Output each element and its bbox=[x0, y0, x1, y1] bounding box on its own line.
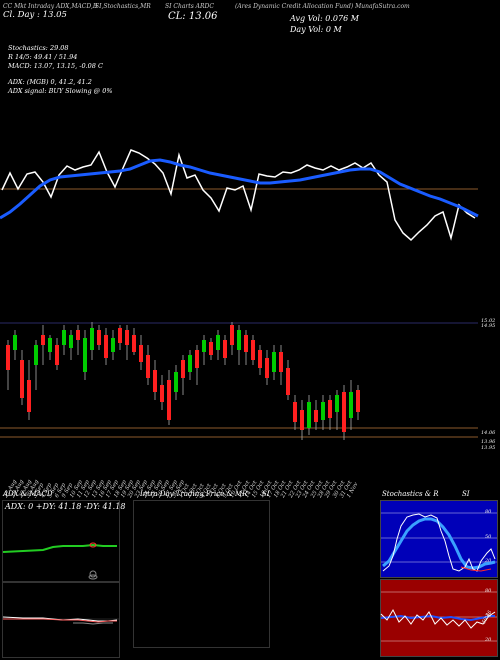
candlestick bbox=[251, 335, 255, 365]
adx-values: ADX: 0 +DY: 41.18 -DY: 41.18 bbox=[5, 502, 126, 511]
intraday-panel bbox=[133, 500, 270, 648]
close-change: Cl. Day : 13.05 bbox=[3, 10, 67, 20]
candlestick bbox=[188, 350, 192, 380]
candlestick bbox=[349, 380, 353, 430]
rsi-tick-50: 50 bbox=[485, 613, 492, 619]
intraday-panel-si: SI bbox=[262, 490, 270, 498]
candlestick bbox=[195, 345, 199, 385]
close-value: CL: 13.06 bbox=[168, 11, 218, 22]
candlestick bbox=[97, 325, 101, 350]
candlestick bbox=[230, 322, 234, 355]
price-label-top: 15.02 bbox=[481, 318, 496, 324]
adx-panel: ADX: 0 +DY: 41.18 -DY: 41.18 bbox=[2, 500, 125, 582]
candlestick bbox=[139, 335, 143, 370]
candlestick bbox=[244, 330, 248, 365]
candlestick bbox=[279, 345, 283, 385]
candlestick bbox=[223, 335, 227, 365]
candlestick bbox=[209, 338, 213, 360]
candlestick bbox=[342, 385, 346, 440]
stoch-panel-title: Stochastics & R bbox=[382, 490, 439, 498]
candlestick bbox=[111, 330, 115, 360]
candlestick bbox=[146, 345, 150, 385]
candlestick bbox=[55, 338, 59, 370]
candlestick bbox=[174, 365, 178, 400]
candlestick bbox=[62, 325, 66, 355]
candlestick bbox=[272, 345, 276, 380]
candlestick bbox=[125, 325, 129, 360]
candlestick bbox=[216, 330, 220, 360]
r-readout: R 14/5: 49.41 / 51.94 bbox=[8, 53, 78, 61]
intraday-panel-title: Intra Day Trading Price & MR bbox=[140, 490, 248, 498]
price-label-low-3: 13.95 bbox=[481, 445, 496, 451]
adx-lines bbox=[2, 542, 117, 580]
candlestick bbox=[314, 400, 318, 430]
stoch-panel-si: SI bbox=[462, 490, 470, 498]
adx-signal-readout: ADX signal: BUY Slowing @ 0% bbox=[8, 87, 113, 95]
candlestick bbox=[328, 395, 332, 430]
candlestick bbox=[48, 335, 52, 360]
price-ma-chart bbox=[0, 149, 479, 242]
macd-panel bbox=[2, 582, 120, 658]
candlestick bbox=[13, 330, 17, 360]
candlestick bbox=[118, 325, 122, 350]
candlestick bbox=[293, 395, 297, 430]
rsi-panel: 80 50 20 50.46 bbox=[380, 579, 498, 657]
candlestick bbox=[181, 355, 185, 395]
price-line bbox=[1, 149, 476, 242]
price-label-low-2: 13.96 bbox=[481, 439, 496, 445]
candlestick bbox=[356, 385, 360, 420]
price-label-top-2: 14.95 bbox=[481, 323, 496, 329]
avg-volume: Avg Vol: 0.076 M bbox=[290, 14, 359, 23]
candlestick bbox=[27, 360, 31, 420]
day-volume: Day Vol: 0 M bbox=[290, 25, 342, 34]
header-title-left: CC Mkt Intraday ADX,MACD,B bbox=[3, 3, 98, 10]
candlestick bbox=[237, 325, 241, 365]
candlestick bbox=[300, 400, 304, 440]
candlestick bbox=[104, 328, 108, 365]
candlestick bbox=[335, 390, 339, 430]
candlestick-chart bbox=[0, 322, 478, 440]
candlestick bbox=[321, 395, 325, 430]
candlestick bbox=[160, 375, 164, 410]
candlestick bbox=[132, 328, 136, 355]
adx-panel-title: ADX & MACD bbox=[3, 490, 53, 498]
header-title-right: (Ares Dynamic Credit Allocation Fund) Mu… bbox=[235, 3, 410, 10]
candlestick bbox=[307, 395, 311, 435]
price-label-low: 14.06 bbox=[481, 430, 496, 436]
candlestick bbox=[90, 322, 94, 360]
macd-lines bbox=[2, 616, 119, 625]
candlestick bbox=[41, 325, 45, 365]
stoch-tick-20: 20 bbox=[485, 558, 492, 564]
candlestick bbox=[167, 370, 171, 425]
candlestick bbox=[83, 330, 87, 380]
adx-readout: ADX: (MGB) 0, 41.2, 41.2 bbox=[8, 78, 92, 86]
candlestick bbox=[6, 340, 10, 390]
rsi-tick-80: 80 bbox=[485, 588, 492, 594]
candlestick bbox=[20, 350, 24, 405]
candlestick bbox=[69, 330, 73, 360]
macd-readout: MACD: 13.07, 13.15, -0.08 C bbox=[8, 62, 103, 70]
moving-average-line bbox=[0, 158, 479, 220]
candlestick bbox=[286, 360, 290, 400]
header-title-mid2: SI Charts ARDC bbox=[165, 3, 214, 10]
stochastics-readout: Stochastics: 29.08 bbox=[8, 44, 69, 52]
header-title-mid: SI,Stochastics,MR bbox=[95, 3, 151, 10]
candlestick bbox=[76, 325, 80, 355]
candlestick bbox=[265, 350, 269, 385]
stochastics-panel: 80 50 20 bbox=[380, 500, 498, 578]
candlestick bbox=[34, 340, 38, 390]
candlestick bbox=[153, 360, 157, 400]
stoch-tick-50: 50 bbox=[485, 534, 492, 540]
stochastics-lines bbox=[381, 512, 497, 572]
candlestick bbox=[258, 345, 262, 375]
rsi-lines bbox=[380, 591, 497, 642]
stoch-tick-80: 80 bbox=[485, 509, 492, 515]
candlestick bbox=[202, 335, 206, 365]
rsi-tick-20: 20 bbox=[485, 637, 492, 643]
